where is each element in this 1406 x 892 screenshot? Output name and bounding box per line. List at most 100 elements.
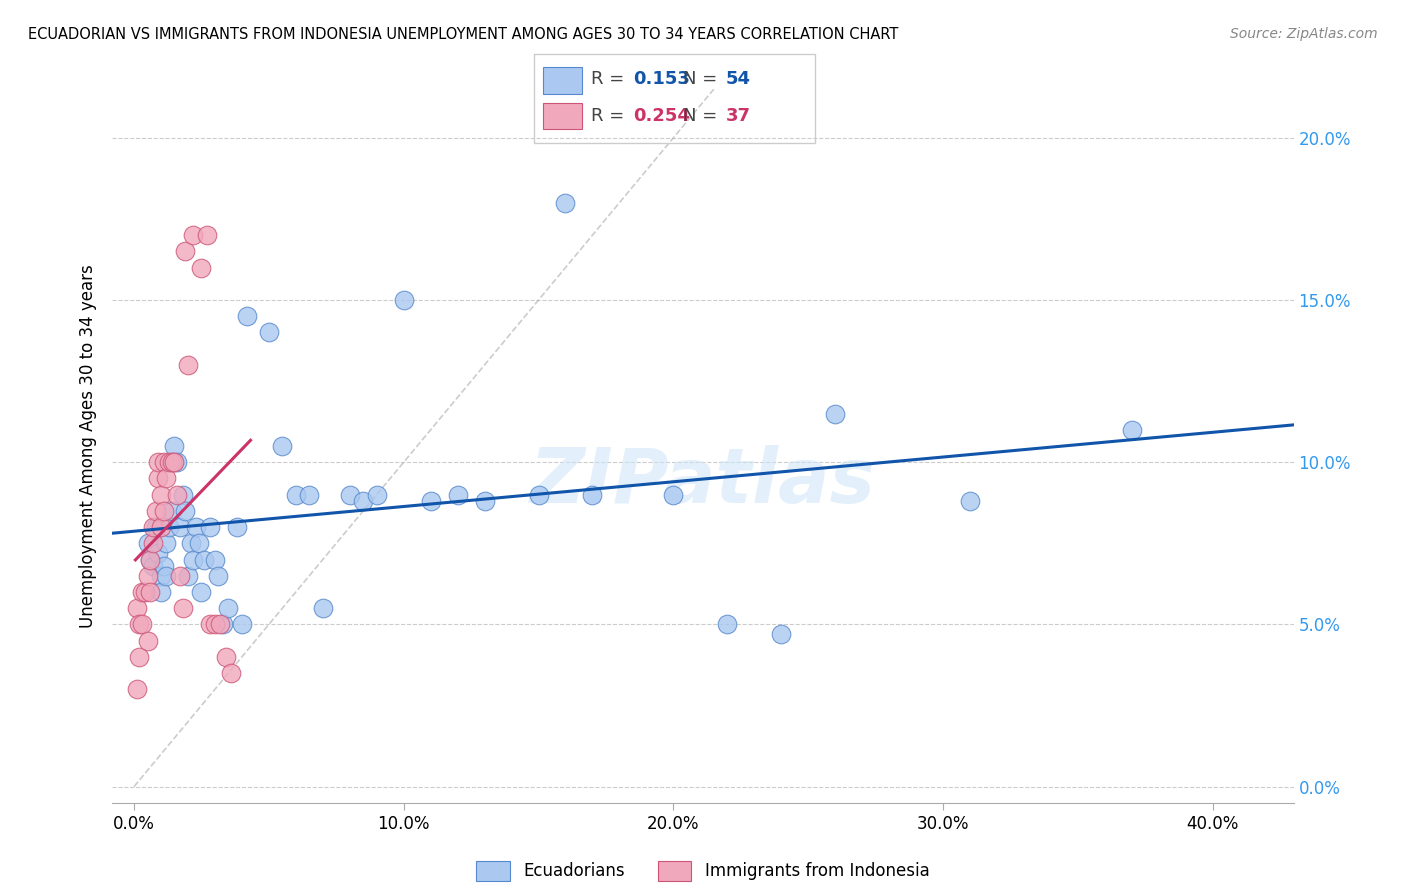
Point	[183, 228, 205, 243]
Point	[155, 536, 177, 550]
Point	[204, 552, 226, 566]
Point	[446, 488, 468, 502]
Point	[155, 568, 177, 582]
Point	[419, 494, 441, 508]
Point	[284, 488, 307, 502]
Point	[212, 617, 235, 632]
Point	[184, 520, 207, 534]
Point	[160, 504, 183, 518]
Text: ECUADORIAN VS IMMIGRANTS FROM INDONESIA UNEMPLOYMENT AMONG AGES 30 TO 34 YEARS C: ECUADORIAN VS IMMIGRANTS FROM INDONESIA …	[28, 27, 898, 42]
Point	[131, 585, 153, 599]
Point	[125, 601, 148, 615]
Point	[204, 617, 226, 632]
Point	[160, 455, 183, 469]
Point	[177, 358, 200, 372]
Point	[142, 520, 165, 534]
Point	[139, 552, 162, 566]
Text: ZIPatlas: ZIPatlas	[530, 445, 876, 518]
Bar	[543, 67, 582, 94]
Text: N =: N =	[683, 70, 717, 88]
Text: R =: R =	[591, 107, 624, 125]
Point	[257, 326, 280, 340]
Point	[1121, 423, 1143, 437]
Point	[155, 471, 177, 485]
Point	[187, 536, 209, 550]
Point	[136, 633, 159, 648]
Point	[152, 559, 174, 574]
Point	[190, 585, 212, 599]
Point	[136, 536, 159, 550]
Point	[139, 585, 162, 599]
Text: N =: N =	[683, 107, 717, 125]
Text: R =: R =	[591, 70, 624, 88]
Point	[207, 568, 229, 582]
Point	[824, 407, 846, 421]
Point	[366, 488, 388, 502]
Text: Source: ZipAtlas.com: Source: ZipAtlas.com	[1230, 27, 1378, 41]
Point	[180, 536, 202, 550]
Point	[312, 601, 335, 615]
Point	[209, 617, 232, 632]
Point	[198, 617, 221, 632]
Point	[145, 520, 167, 534]
Point	[166, 488, 188, 502]
Bar	[543, 103, 582, 129]
Point	[662, 488, 685, 502]
Point	[142, 536, 165, 550]
Point	[148, 546, 170, 560]
Point	[139, 552, 162, 566]
Point	[474, 494, 496, 508]
Point	[217, 601, 239, 615]
Point	[136, 568, 159, 582]
Point	[177, 568, 200, 582]
Point	[190, 260, 212, 275]
Point	[527, 488, 550, 502]
Point	[174, 244, 197, 259]
Point	[131, 617, 153, 632]
Point	[150, 568, 173, 582]
Point	[163, 439, 186, 453]
Legend: Ecuadorians, Immigrants from Indonesia: Ecuadorians, Immigrants from Indonesia	[470, 855, 936, 888]
Point	[150, 520, 173, 534]
Point	[148, 471, 170, 485]
Point	[125, 682, 148, 697]
Point	[128, 649, 150, 664]
Point	[198, 520, 221, 534]
Point	[163, 455, 186, 469]
Point	[770, 627, 793, 641]
Point	[145, 504, 167, 518]
Point	[128, 617, 150, 632]
Point	[172, 601, 194, 615]
Point	[150, 585, 173, 599]
Point	[152, 455, 174, 469]
Point	[581, 488, 603, 502]
Point	[352, 494, 374, 508]
Point	[183, 552, 205, 566]
Point	[215, 649, 238, 664]
Point	[392, 293, 415, 307]
Text: 54: 54	[725, 70, 751, 88]
Point	[169, 520, 191, 534]
Text: 0.254: 0.254	[633, 107, 689, 125]
Point	[716, 617, 738, 632]
Point	[339, 488, 361, 502]
Point	[298, 488, 321, 502]
Point	[554, 195, 576, 210]
Point	[152, 504, 174, 518]
Point	[959, 494, 981, 508]
Point	[157, 455, 180, 469]
Point	[169, 568, 191, 582]
Point	[166, 455, 188, 469]
Y-axis label: Unemployment Among Ages 30 to 34 years: Unemployment Among Ages 30 to 34 years	[79, 264, 97, 628]
Point	[225, 520, 247, 534]
Point	[142, 559, 165, 574]
Text: 0.153: 0.153	[633, 70, 689, 88]
Point	[148, 455, 170, 469]
Point	[150, 488, 173, 502]
Point	[157, 520, 180, 534]
Point	[172, 488, 194, 502]
Point	[271, 439, 294, 453]
Point	[236, 310, 259, 324]
Text: 37: 37	[725, 107, 751, 125]
Point	[174, 504, 197, 518]
